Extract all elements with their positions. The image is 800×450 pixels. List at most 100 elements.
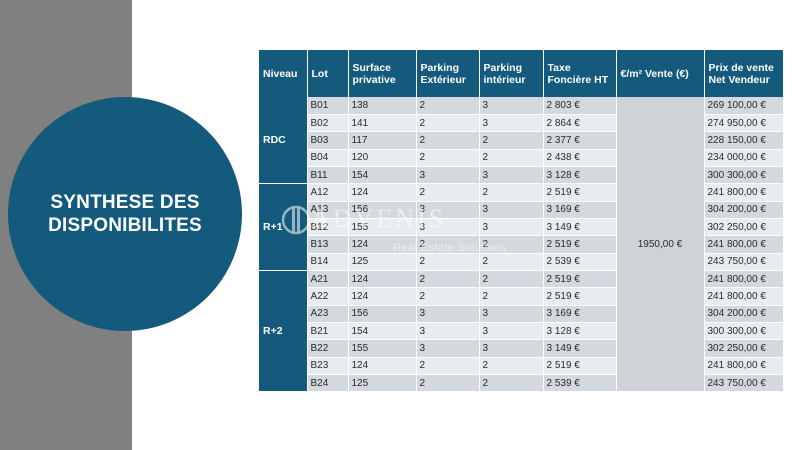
- table-body: RDC B01 138 2 3 2 803 €1950,00 €269 100,00 € B…: [259, 97, 784, 393]
- header-surface: Surface privative: [348, 50, 417, 97]
- parking-int-cell: 2: [479, 149, 544, 167]
- prix-vente-cell: 304 200,00 €: [704, 305, 784, 323]
- table-row: A23 156 3 3 3 169 €304 200,00 €: [259, 305, 784, 323]
- level-label: RDC: [259, 97, 308, 185]
- parking-ext-cell: 2: [416, 149, 480, 167]
- parking-ext-cell: 3: [416, 218, 480, 237]
- lot-cell: A13: [307, 201, 349, 219]
- parking-int-cell: 2: [479, 270, 544, 289]
- taxe-cell: 3 128 €: [543, 166, 617, 185]
- lot-cell: B12: [307, 218, 349, 237]
- table-row: B23 124 2 2 2 519 €241 800,00 €: [259, 357, 784, 376]
- header-niveau: Niveau: [259, 50, 308, 97]
- parking-int-cell: 3: [479, 305, 544, 323]
- table-row: A22 124 2 2 2 519 €241 800,00 €: [259, 287, 784, 306]
- lot-cell: B01: [307, 97, 349, 115]
- parking-int-cell: 3: [479, 322, 544, 341]
- table-row: B04 120 2 2 2 438 €234 000,00 €: [259, 149, 784, 167]
- lot-cell: B13: [307, 235, 349, 254]
- taxe-cell: 2 519 €: [543, 235, 617, 254]
- header-prix-vente: Prix de vente Net Vendeur: [704, 50, 783, 97]
- table-row: R+2 A21 124 2 2 2 519 €241 800,00 €: [259, 270, 784, 393]
- surface-cell: 120: [348, 149, 417, 167]
- header-lot: Lot: [307, 50, 349, 97]
- lot-cell: A21: [307, 270, 349, 289]
- parking-ext-cell: 2: [416, 357, 480, 376]
- surface-cell: 125: [348, 374, 417, 393]
- surface-cell: 124: [348, 270, 417, 289]
- prix-vente-cell: 243 750,00 €: [704, 374, 784, 393]
- level-label: R+1: [259, 183, 308, 271]
- level-label: R+2: [259, 270, 308, 393]
- header-parking-int: Parking intérieur: [479, 50, 544, 97]
- taxe-cell: 3 128 €: [543, 322, 617, 341]
- prix-vente-cell: 228 150,00 €: [704, 131, 784, 150]
- table-row: B12 155 3 3 3 149 €302 250,00 €: [259, 218, 784, 237]
- surface-cell: 156: [348, 305, 417, 323]
- table-row: B14 125 2 2 2 539 €243 750,00 €: [259, 253, 784, 271]
- prix-vente-cell: 302 250,00 €: [704, 218, 784, 237]
- table-row: B22 155 3 3 3 149 €302 250,00 €: [259, 339, 784, 358]
- header-taxe: Taxe Foncière HT: [543, 50, 617, 97]
- surface-cell: 141: [348, 114, 417, 133]
- taxe-cell: 2 519 €: [543, 270, 617, 289]
- parking-int-cell: 3: [479, 201, 544, 219]
- availability-table: Niveau Lot Surface privative Parking Ext…: [259, 50, 784, 393]
- lot-cell: B04: [307, 149, 349, 167]
- surface-cell: 138: [348, 97, 417, 115]
- parking-int-cell: 2: [479, 131, 544, 150]
- prix-vente-cell: 300 300,00 €: [704, 322, 784, 341]
- prix-vente-cell: 241 800,00 €: [704, 183, 784, 202]
- parking-int-cell: 2: [479, 357, 544, 376]
- parking-int-cell: 3: [479, 218, 544, 237]
- lot-cell: B21: [307, 322, 349, 341]
- table-header-row: Niveau Lot Surface privative Parking Ext…: [259, 50, 783, 97]
- parking-ext-cell: 3: [416, 305, 480, 323]
- parking-ext-cell: 2: [416, 235, 480, 254]
- table-row: RDC B01 138 2 3 2 803 €1950,00 €269 100,00 €: [259, 97, 784, 393]
- table-row: B11 154 3 3 3 128 €300 300,00 €: [259, 166, 784, 185]
- prix-vente-cell: 300 300,00 €: [704, 166, 784, 185]
- parking-ext-cell: 2: [416, 97, 480, 115]
- surface-cell: 156: [348, 201, 417, 219]
- parking-ext-cell: 3: [416, 339, 480, 358]
- prix-vente-cell: 241 800,00 €: [704, 357, 784, 376]
- table-row: B21 154 3 3 3 128 €300 300,00 €: [259, 322, 784, 341]
- surface-cell: 155: [348, 339, 417, 358]
- table-row: B24 125 2 2 2 539 €243 750,00 €: [259, 374, 784, 393]
- lot-cell: B24: [307, 374, 349, 393]
- surface-cell: 124: [348, 235, 417, 254]
- surface-cell: 117: [348, 131, 417, 150]
- prix-vente-cell: 241 800,00 €: [704, 287, 784, 306]
- taxe-cell: 2 539 €: [543, 374, 617, 393]
- parking-int-cell: 2: [479, 374, 544, 393]
- surface-cell: 125: [348, 253, 417, 271]
- prix-vente-cell: 302 250,00 €: [704, 339, 784, 358]
- lot-cell: B11: [307, 166, 349, 185]
- header-parking-ext: Parking Extérieur: [416, 50, 480, 97]
- parking-int-cell: 3: [479, 114, 544, 133]
- surface-cell: 124: [348, 287, 417, 306]
- taxe-cell: 2 539 €: [543, 253, 617, 271]
- parking-ext-cell: 3: [416, 201, 480, 219]
- slide-title: SYNTHESE DES DISPONIBILITES: [48, 192, 202, 236]
- taxe-cell: 2 519 €: [543, 183, 617, 202]
- prix-vente-cell: 241 800,00 €: [704, 235, 784, 254]
- parking-ext-cell: 2: [416, 183, 480, 202]
- prix-vente-cell: 243 750,00 €: [704, 253, 784, 271]
- table-row: B03 117 2 2 2 377 €228 150,00 €: [259, 131, 784, 150]
- availability-table-container: Niveau Lot Surface privative Parking Ext…: [259, 50, 784, 393]
- parking-int-cell: 2: [479, 183, 544, 202]
- parking-ext-cell: 2: [416, 287, 480, 306]
- parking-ext-cell: 2: [416, 253, 480, 271]
- taxe-cell: 3 169 €: [543, 201, 617, 219]
- table-row: B13 124 2 2 2 519 €241 800,00 €: [259, 235, 784, 254]
- lot-cell: B14: [307, 253, 349, 271]
- price-per-m2-cell: 1950,00 €: [616, 97, 705, 393]
- prix-vente-cell: 304 200,00 €: [704, 201, 784, 219]
- parking-ext-cell: 3: [416, 166, 480, 185]
- lot-cell: B03: [307, 131, 349, 150]
- parking-int-cell: 2: [479, 253, 544, 271]
- prix-vente-cell: 241 800,00 €: [704, 270, 784, 289]
- lot-cell: A22: [307, 287, 349, 306]
